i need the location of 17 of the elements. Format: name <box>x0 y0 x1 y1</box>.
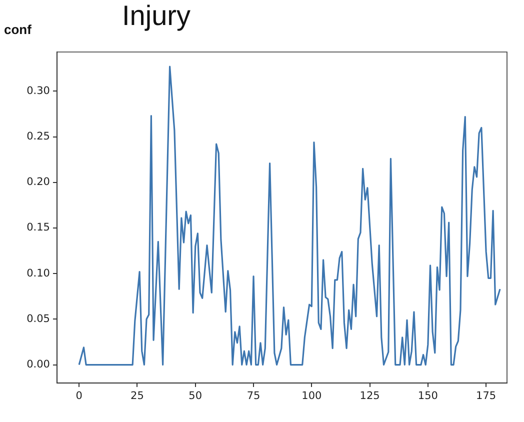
y-tick-label: 0.05 <box>26 312 50 325</box>
x-tick-label: 25 <box>130 390 144 402</box>
x-tick-label: 100 <box>302 390 322 402</box>
x-tick-label: 175 <box>476 390 496 402</box>
x-tick-label: 75 <box>246 390 260 402</box>
x-tick-label: 50 <box>188 390 202 402</box>
x-tick-label: 150 <box>418 390 438 402</box>
x-tick-label: 125 <box>360 390 380 402</box>
y-tick-label: 0.10 <box>26 267 50 280</box>
y-tick-label: 0.30 <box>26 84 50 97</box>
chart-title: Injury <box>122 0 190 32</box>
y-tick-label: 0.20 <box>26 176 50 188</box>
y-axis-title: conf <box>4 22 32 37</box>
y-tick-label: 0.25 <box>26 130 50 143</box>
y-tick-label: 0.15 <box>26 222 50 234</box>
y-tick-label: 0.00 <box>26 358 50 370</box>
x-tick-label: 0 <box>76 390 82 402</box>
